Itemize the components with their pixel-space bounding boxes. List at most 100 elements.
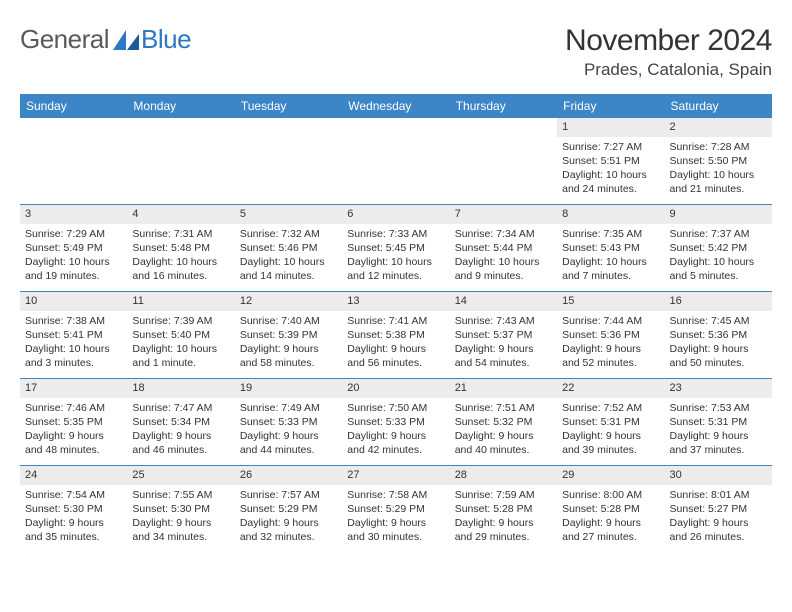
daylight-line2: and 40 minutes. <box>455 443 552 457</box>
day-body: Sunrise: 7:41 AMSunset: 5:38 PMDaylight:… <box>342 311 449 376</box>
logo: General Blue <box>20 24 191 55</box>
sunrise-text: Sunrise: 7:37 AM <box>670 227 767 241</box>
day-body: Sunrise: 7:59 AMSunset: 5:28 PMDaylight:… <box>450 485 557 550</box>
daylight-line1: Daylight: 10 hours <box>562 168 659 182</box>
sunrise-text: Sunrise: 7:50 AM <box>347 401 444 415</box>
day-body: Sunrise: 7:45 AMSunset: 5:36 PMDaylight:… <box>665 311 772 376</box>
logo-text-general: General <box>20 24 109 55</box>
sunrise-text: Sunrise: 7:33 AM <box>347 227 444 241</box>
sunrise-text: Sunrise: 7:57 AM <box>240 488 337 502</box>
day-number: 24 <box>20 466 127 485</box>
daylight-line2: and 39 minutes. <box>562 443 659 457</box>
day-cell: 18Sunrise: 7:47 AMSunset: 5:34 PMDayligh… <box>127 379 234 465</box>
day-cell: 6Sunrise: 7:33 AMSunset: 5:45 PMDaylight… <box>342 205 449 291</box>
calendar: Sunday Monday Tuesday Wednesday Thursday… <box>20 94 772 552</box>
dow-saturday: Saturday <box>665 94 772 118</box>
day-number: 18 <box>127 379 234 398</box>
day-cell: 8Sunrise: 7:35 AMSunset: 5:43 PMDaylight… <box>557 205 664 291</box>
dow-wednesday: Wednesday <box>342 94 449 118</box>
sunset-text: Sunset: 5:28 PM <box>455 502 552 516</box>
daylight-line1: Daylight: 9 hours <box>670 429 767 443</box>
day-body: Sunrise: 7:51 AMSunset: 5:32 PMDaylight:… <box>450 398 557 463</box>
sunset-text: Sunset: 5:29 PM <box>347 502 444 516</box>
day-body: Sunrise: 7:40 AMSunset: 5:39 PMDaylight:… <box>235 311 342 376</box>
day-cell: 7Sunrise: 7:34 AMSunset: 5:44 PMDaylight… <box>450 205 557 291</box>
daylight-line1: Daylight: 10 hours <box>670 255 767 269</box>
sunset-text: Sunset: 5:38 PM <box>347 328 444 342</box>
sunset-text: Sunset: 5:42 PM <box>670 241 767 255</box>
day-body: Sunrise: 7:49 AMSunset: 5:33 PMDaylight:… <box>235 398 342 463</box>
day-number: 16 <box>665 292 772 311</box>
daylight-line2: and 7 minutes. <box>562 269 659 283</box>
sunrise-text: Sunrise: 7:32 AM <box>240 227 337 241</box>
day-number: 5 <box>235 205 342 224</box>
sunrise-text: Sunrise: 7:39 AM <box>132 314 229 328</box>
day-cell: 25Sunrise: 7:55 AMSunset: 5:30 PMDayligh… <box>127 466 234 552</box>
daylight-line2: and 5 minutes. <box>670 269 767 283</box>
day-cell: 14Sunrise: 7:43 AMSunset: 5:37 PMDayligh… <box>450 292 557 378</box>
daylight-line2: and 12 minutes. <box>347 269 444 283</box>
day-cell <box>20 118 127 204</box>
week-row: 1 Sunrise: 7:27 AMSunset: 5:51 PMDaylight… <box>20 118 772 204</box>
sunset-text: Sunset: 5:46 PM <box>240 241 337 255</box>
day-number: 12 <box>235 292 342 311</box>
sunset-text: Sunset: 5:48 PM <box>132 241 229 255</box>
day-number: 19 <box>235 379 342 398</box>
day-cell: 21Sunrise: 7:51 AMSunset: 5:32 PMDayligh… <box>450 379 557 465</box>
day-cell: 1 Sunrise: 7:27 AMSunset: 5:51 PMDaylight… <box>557 118 664 204</box>
daylight-line1: Daylight: 9 hours <box>455 342 552 356</box>
week-row: 3Sunrise: 7:29 AMSunset: 5:49 PMDaylight… <box>20 204 772 291</box>
day-body: Sunrise: 7:53 AMSunset: 5:31 PMDaylight:… <box>665 398 772 463</box>
day-body: Sunrise: 8:01 AMSunset: 5:27 PMDaylight:… <box>665 485 772 550</box>
daylight-line1: Daylight: 9 hours <box>670 516 767 530</box>
sunset-text: Sunset: 5:51 PM <box>562 154 659 168</box>
sunset-text: Sunset: 5:45 PM <box>347 241 444 255</box>
daylight-line1: Daylight: 9 hours <box>562 429 659 443</box>
day-body: Sunrise: 8:00 AMSunset: 5:28 PMDaylight:… <box>557 485 664 550</box>
day-number: 3 <box>20 205 127 224</box>
day-cell: 3Sunrise: 7:29 AMSunset: 5:49 PMDaylight… <box>20 205 127 291</box>
day-cell: 28Sunrise: 7:59 AMSunset: 5:28 PMDayligh… <box>450 466 557 552</box>
daylight-line2: and 21 minutes. <box>670 182 767 196</box>
sunset-text: Sunset: 5:29 PM <box>240 502 337 516</box>
day-cell: 10Sunrise: 7:38 AMSunset: 5:41 PMDayligh… <box>20 292 127 378</box>
daylight-line1: Daylight: 9 hours <box>25 429 122 443</box>
day-number: 4 <box>127 205 234 224</box>
sunset-text: Sunset: 5:40 PM <box>132 328 229 342</box>
sunrise-text: Sunrise: 8:01 AM <box>670 488 767 502</box>
sunrise-text: Sunrise: 7:27 AM <box>562 140 659 154</box>
daylight-line1: Daylight: 9 hours <box>347 429 444 443</box>
daylight-line1: Daylight: 9 hours <box>240 342 337 356</box>
day-number: 1 <box>557 118 664 137</box>
daylight-line2: and 1 minute. <box>132 356 229 370</box>
day-body: Sunrise: 7:54 AMSunset: 5:30 PMDaylight:… <box>20 485 127 550</box>
sunrise-text: Sunrise: 7:43 AM <box>455 314 552 328</box>
daylight-line1: Daylight: 9 hours <box>455 429 552 443</box>
day-cell: 24Sunrise: 7:54 AMSunset: 5:30 PMDayligh… <box>20 466 127 552</box>
day-body: Sunrise: 7:38 AMSunset: 5:41 PMDaylight:… <box>20 311 127 376</box>
daylight-line2: and 42 minutes. <box>347 443 444 457</box>
sunrise-text: Sunrise: 7:46 AM <box>25 401 122 415</box>
daylight-line2: and 46 minutes. <box>132 443 229 457</box>
daylight-line1: Daylight: 9 hours <box>132 429 229 443</box>
daylight-line1: Daylight: 9 hours <box>670 342 767 356</box>
daylight-line2: and 54 minutes. <box>455 356 552 370</box>
day-number: 21 <box>450 379 557 398</box>
month-title: November 2024 <box>565 24 772 58</box>
daylight-line2: and 16 minutes. <box>132 269 229 283</box>
daylight-line1: Daylight: 10 hours <box>240 255 337 269</box>
day-cell: 15Sunrise: 7:44 AMSunset: 5:36 PMDayligh… <box>557 292 664 378</box>
day-cell: 19Sunrise: 7:49 AMSunset: 5:33 PMDayligh… <box>235 379 342 465</box>
sunset-text: Sunset: 5:33 PM <box>240 415 337 429</box>
day-number: 28 <box>450 466 557 485</box>
sunset-text: Sunset: 5:30 PM <box>132 502 229 516</box>
day-cell <box>342 118 449 204</box>
sunrise-text: Sunrise: 7:29 AM <box>25 227 122 241</box>
day-cell <box>127 118 234 204</box>
day-number: 22 <box>557 379 664 398</box>
daylight-line1: Daylight: 9 hours <box>132 516 229 530</box>
day-body: Sunrise: 7:43 AMSunset: 5:37 PMDaylight:… <box>450 311 557 376</box>
day-cell: 11Sunrise: 7:39 AMSunset: 5:40 PMDayligh… <box>127 292 234 378</box>
daylight-line1: Daylight: 9 hours <box>562 342 659 356</box>
day-body: Sunrise: 7:46 AMSunset: 5:35 PMDaylight:… <box>20 398 127 463</box>
